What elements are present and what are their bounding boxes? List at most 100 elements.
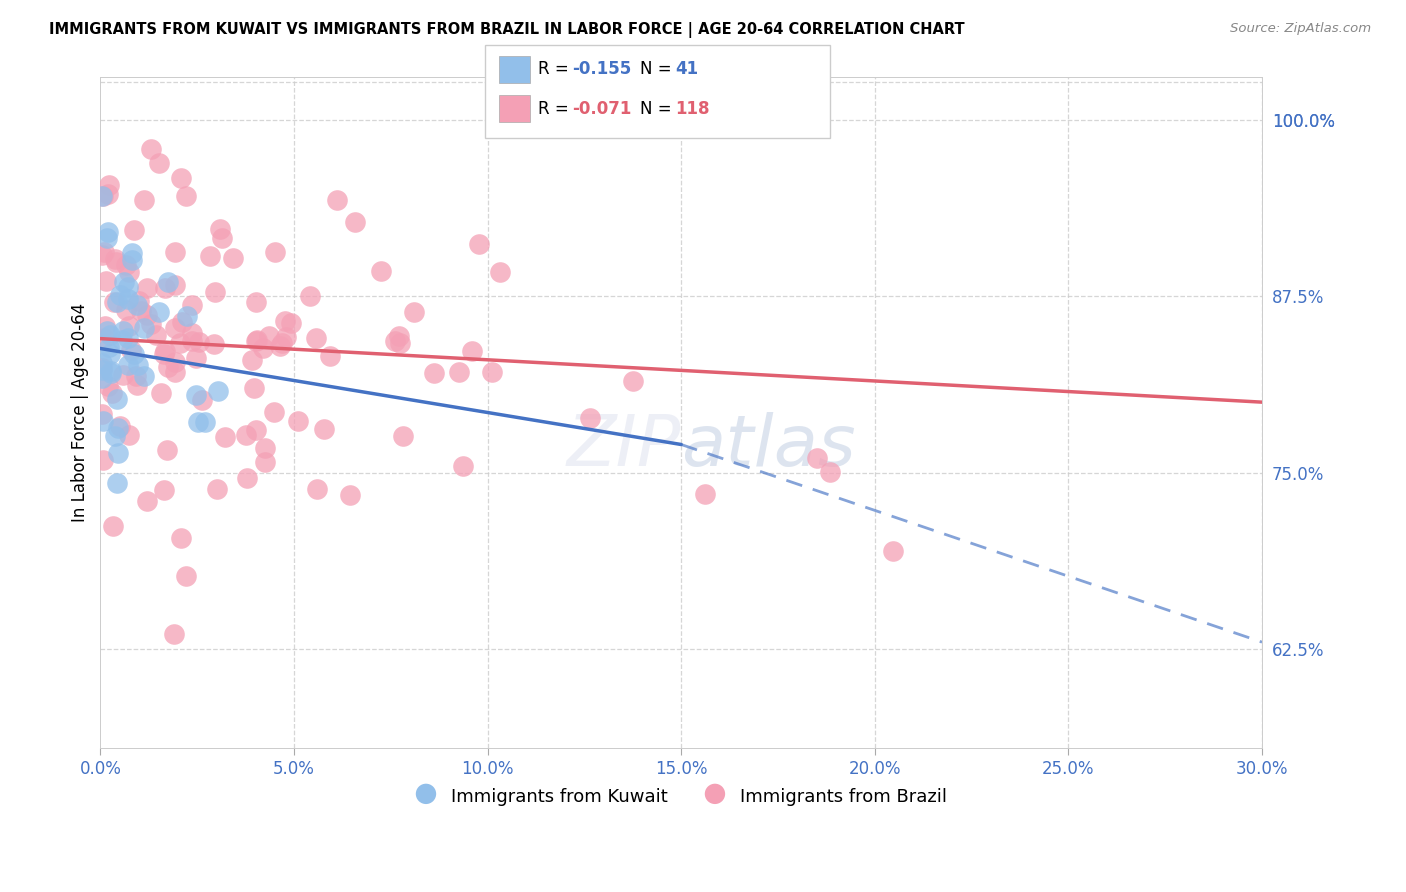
Text: N =: N = xyxy=(640,100,676,118)
Point xyxy=(274,329,297,343)
Point xyxy=(176,310,198,324)
Point xyxy=(384,334,406,349)
Point xyxy=(110,419,132,434)
Point xyxy=(97,225,120,239)
Point xyxy=(96,324,118,338)
Text: -0.071: -0.071 xyxy=(572,100,631,118)
Point xyxy=(163,321,186,335)
Point xyxy=(370,263,392,277)
Point xyxy=(252,341,274,355)
Point xyxy=(112,324,135,338)
Point xyxy=(107,445,129,459)
Point xyxy=(156,442,179,457)
Point xyxy=(163,365,186,379)
Point xyxy=(305,331,328,345)
Point xyxy=(207,384,229,398)
Point xyxy=(117,331,139,345)
Point xyxy=(882,544,904,558)
Point xyxy=(93,331,115,345)
Point xyxy=(245,334,267,348)
Point xyxy=(96,230,118,244)
Point xyxy=(280,316,302,330)
Point xyxy=(104,252,127,266)
Point xyxy=(91,371,114,385)
Point xyxy=(114,302,136,317)
Point xyxy=(423,366,446,380)
Point xyxy=(93,319,115,334)
Point xyxy=(163,627,186,641)
Point xyxy=(145,328,167,343)
Point xyxy=(187,415,209,429)
Point xyxy=(117,292,139,306)
Point xyxy=(117,279,139,293)
Text: atlas: atlas xyxy=(681,412,856,481)
Point xyxy=(122,223,145,237)
Point xyxy=(91,189,114,203)
Point xyxy=(449,365,471,379)
Point xyxy=(155,281,177,295)
Point xyxy=(269,339,291,353)
Point xyxy=(263,405,285,419)
Point xyxy=(259,329,281,343)
Point xyxy=(481,365,503,379)
Point xyxy=(181,298,204,312)
Point xyxy=(299,289,322,303)
Text: IMMIGRANTS FROM KUWAIT VS IMMIGRANTS FROM BRAZIL IN LABOR FORCE | AGE 20-64 CORR: IMMIGRANTS FROM KUWAIT VS IMMIGRANTS FRO… xyxy=(49,22,965,38)
Point xyxy=(190,393,212,408)
Point xyxy=(121,252,143,267)
Point xyxy=(105,392,128,406)
Point xyxy=(169,336,191,351)
Point xyxy=(187,335,209,350)
Point xyxy=(122,347,145,361)
Point xyxy=(108,288,131,302)
Text: 41: 41 xyxy=(675,60,697,78)
Point xyxy=(153,347,176,361)
Point xyxy=(139,142,162,156)
Text: -0.155: -0.155 xyxy=(572,60,631,78)
Point xyxy=(98,346,121,360)
Point xyxy=(139,318,162,332)
Point xyxy=(111,333,134,347)
Text: ZIP: ZIP xyxy=(567,412,681,481)
Point xyxy=(118,319,141,334)
Point xyxy=(121,246,143,260)
Point xyxy=(93,245,115,260)
Point xyxy=(127,358,149,372)
Point xyxy=(131,304,153,318)
Point xyxy=(204,285,226,300)
Point xyxy=(118,265,141,279)
Point xyxy=(163,277,186,292)
Point xyxy=(253,441,276,455)
Text: 118: 118 xyxy=(675,100,710,118)
Point xyxy=(127,377,149,392)
Point xyxy=(91,360,114,375)
Point xyxy=(194,416,217,430)
Point xyxy=(148,305,170,319)
Point xyxy=(489,265,512,279)
Point xyxy=(402,305,425,319)
Point xyxy=(112,368,135,383)
Point xyxy=(264,245,287,260)
Point xyxy=(100,364,122,378)
Point xyxy=(170,531,193,545)
Text: N =: N = xyxy=(640,60,676,78)
Point xyxy=(91,363,114,377)
Point xyxy=(388,336,411,351)
Point xyxy=(181,334,204,349)
Point xyxy=(128,294,150,309)
Point xyxy=(107,421,129,435)
Point xyxy=(174,189,197,203)
Point xyxy=(578,411,600,425)
Point xyxy=(100,386,122,401)
Point xyxy=(314,422,336,436)
Point xyxy=(806,451,828,466)
Point xyxy=(91,189,114,203)
Point xyxy=(104,428,127,442)
Point xyxy=(172,315,194,329)
Text: R =: R = xyxy=(538,100,575,118)
Point xyxy=(165,355,187,369)
Point xyxy=(222,252,245,266)
Point xyxy=(125,369,148,384)
Point xyxy=(245,295,267,310)
Point xyxy=(468,237,491,252)
